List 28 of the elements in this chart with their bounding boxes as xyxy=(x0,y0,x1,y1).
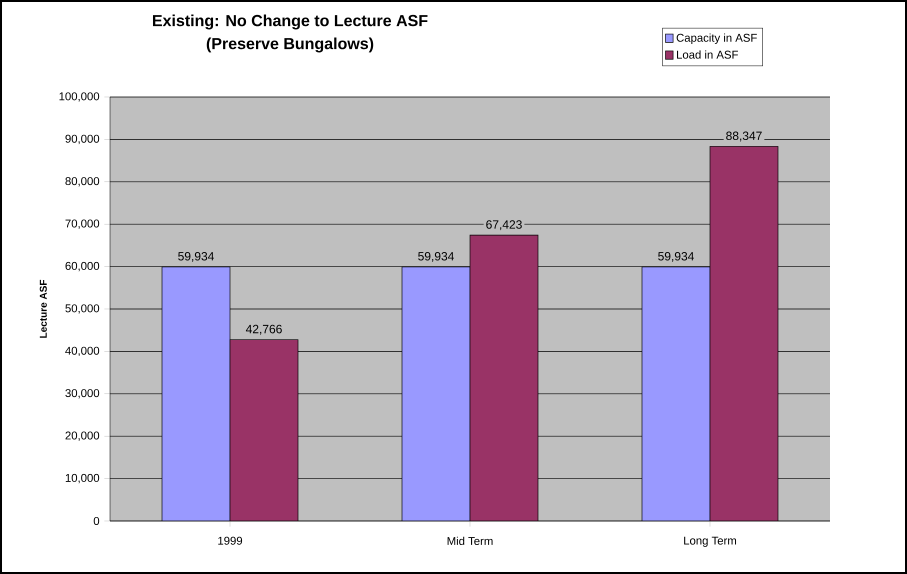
y-tick-label: 0 xyxy=(94,516,100,525)
bar xyxy=(402,266,470,521)
y-tick-label: 20,000 xyxy=(66,432,100,441)
y-tick-label: 70,000 xyxy=(66,220,100,229)
y-tick-label: 30,000 xyxy=(65,389,100,398)
bar xyxy=(162,266,230,521)
y-tick-label: 80,000 xyxy=(65,177,100,186)
y-tick-label: 90,000 xyxy=(65,134,100,144)
x-tick-label: Long Term xyxy=(684,536,736,547)
legend-label: Capacity in ASF xyxy=(676,33,757,44)
data-label: 59,934 xyxy=(418,252,454,262)
bar xyxy=(642,266,710,521)
x-tick-label: 1999 xyxy=(218,536,242,545)
y-tick-label: 50,000 xyxy=(65,304,100,314)
y-axis-title: Lecture ASF xyxy=(40,280,47,338)
y-tick-label: 40,000 xyxy=(65,346,100,356)
x-tick-label: Mid Term xyxy=(448,536,493,546)
data-label: 42,766 xyxy=(246,324,282,335)
data-label: 67,423 xyxy=(486,220,522,230)
y-tick-label: 60,000 xyxy=(66,262,100,272)
data-label: 59,934 xyxy=(178,252,214,262)
chart-title: Existing: No Change to Lecture ASF xyxy=(152,14,428,30)
legend-label: Load in ASF xyxy=(677,50,738,59)
chart-subtitle: (Preserve Bungalows) xyxy=(206,38,374,52)
y-tick-label: 10,000 xyxy=(66,474,100,484)
y-tick-label: 100,000 xyxy=(59,92,100,102)
data-label: 59,934 xyxy=(658,252,694,262)
data-label: 88,347 xyxy=(726,132,762,142)
